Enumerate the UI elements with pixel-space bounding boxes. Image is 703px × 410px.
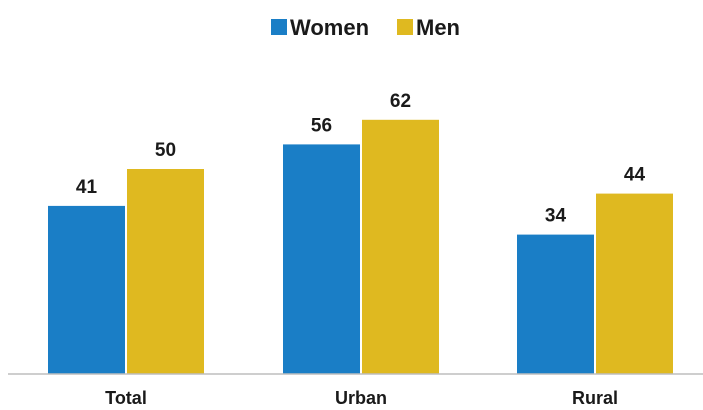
data-label-women-rural: 34: [545, 206, 567, 227]
bar-women-rural: [517, 234, 594, 374]
data-label-men-total: 50: [155, 140, 176, 161]
bar-men-total: [127, 169, 204, 374]
bar-men-urban: [362, 119, 439, 374]
bars: [48, 119, 673, 374]
bar-men-rural: [596, 193, 673, 374]
x-axis-tick-labels: Total Urban Rural: [105, 388, 618, 408]
bar-women-total: [48, 205, 125, 374]
legend: Women Men: [271, 15, 460, 40]
legend-swatch-men: [397, 19, 413, 35]
bar-women-urban: [283, 144, 360, 374]
legend-swatch-women: [271, 19, 287, 35]
x-tick-label-urban: Urban: [335, 388, 387, 408]
data-label-women-urban: 56: [311, 115, 332, 136]
legend-label-men: Men: [416, 15, 460, 40]
legend-label-women: Women: [290, 15, 369, 40]
data-labels: 41 50 56 62 34 44: [76, 91, 646, 227]
data-label-women-total: 41: [76, 177, 98, 198]
data-label-men-rural: 44: [624, 165, 646, 186]
x-tick-label-total: Total: [105, 388, 147, 408]
data-label-men-urban: 62: [390, 91, 411, 112]
x-tick-label-rural: Rural: [572, 388, 618, 408]
